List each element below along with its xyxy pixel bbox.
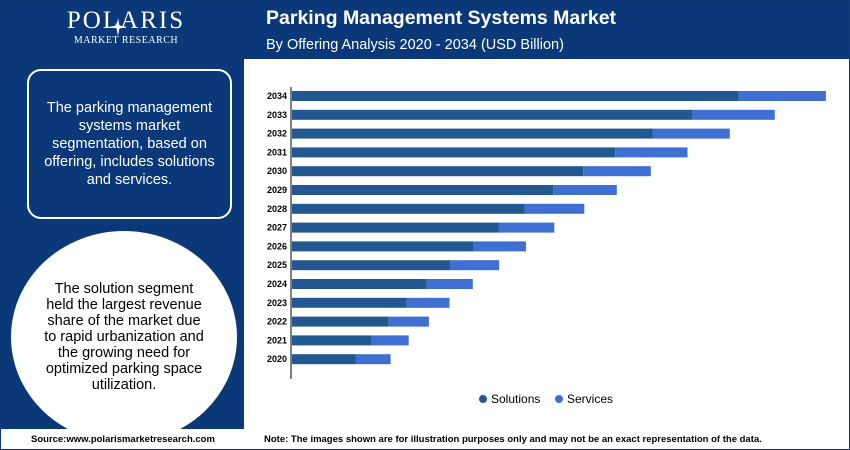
y-tick-label: 2026: [267, 241, 287, 251]
bar-services-2026: [473, 241, 526, 252]
bar-solutions-2022: [292, 316, 389, 327]
bar-services-2024: [426, 279, 473, 289]
bar-solutions-2020: [292, 354, 356, 365]
footer: Source:www.polarismarketresearch.com Not…: [1, 429, 849, 449]
legend-marker-services: [555, 395, 563, 403]
bar-solutions-2021: [292, 335, 371, 346]
bar-solutions-2023: [292, 297, 407, 308]
brand-name: POLARIS: [66, 7, 186, 34]
y-tick-label: 2025: [267, 260, 287, 270]
bar-solutions-2025: [292, 260, 450, 271]
bar-services-2031: [615, 147, 688, 158]
bar-solutions-2031: [292, 147, 616, 158]
chart-subtitle: By Offering Analysis 2020 - 2034 (USD Bi…: [266, 37, 564, 53]
segmentation-info-text: The parking management systems market se…: [44, 100, 215, 188]
y-tick-label: 2020: [267, 354, 287, 364]
y-tick-label: 2034: [267, 91, 287, 101]
bar-services-2025: [450, 260, 500, 271]
star-icon: [109, 18, 127, 36]
highlight-text: The solution segment held the largest re…: [44, 281, 204, 393]
source-text: Source:www.polarismarketresearch.com: [31, 434, 215, 445]
bar-services-2030: [583, 166, 651, 177]
bar-solutions-2029: [292, 185, 554, 195]
sidebar-panel: POLARIS MARKET RESEARCH The parking mana…: [1, 1, 244, 443]
chart-legend: Solutions Services: [479, 392, 613, 406]
bar-services-2021: [371, 335, 409, 346]
bar-services-2034: [738, 91, 826, 101]
y-tick-label: 2030: [267, 166, 287, 176]
brand-subtitle: MARKET RESEARCH: [73, 35, 179, 46]
bar-chart: 2034 2033 2032 2031 2030 2029 2028 2027 2026 2025…: [267, 87, 826, 406]
y-tick-labels: 2034 2033 2032 2031 2030 2029 2028 2027 2026 2025…: [267, 91, 287, 364]
bar-group: [292, 91, 826, 365]
bar-solutions-2034: [292, 91, 739, 101]
highlight-circle: The solution segment held the largest re…: [11, 231, 237, 443]
bar-services-2022: [388, 316, 429, 327]
y-tick-label: 2028: [267, 204, 287, 214]
bar-services-2027: [498, 222, 555, 233]
y-tick-label: 2033: [267, 110, 287, 120]
bar-services-2020: [355, 354, 391, 365]
bar-solutions-2030: [292, 166, 584, 177]
bar-services-2029: [553, 185, 617, 195]
y-tick-label: 2029: [267, 185, 287, 195]
bar-services-2028: [524, 203, 585, 214]
y-tick-label: 2021: [267, 335, 287, 345]
y-tick-label: 2032: [267, 129, 287, 139]
y-tick-label: 2031: [267, 147, 287, 157]
bar-solutions-2026: [292, 241, 474, 252]
bar-services-2033: [692, 109, 775, 120]
bar-solutions-2027: [292, 222, 499, 233]
segmentation-info-box: The parking management systems market se…: [27, 69, 232, 219]
y-tick-label: 2022: [267, 317, 287, 327]
disclaimer-note: Note: The images shown are for illustrat…: [264, 434, 762, 445]
brand-logo: POLARIS MARKET RESEARCH: [1, 7, 251, 47]
legend-marker-solutions: [479, 395, 487, 403]
y-tick-label: 2024: [267, 279, 287, 289]
bar-solutions-2032: [292, 128, 653, 139]
bar-solutions-2033: [292, 109, 693, 120]
bar-solutions-2024: [292, 279, 427, 289]
legend-label-solutions: Solutions: [491, 392, 540, 406]
y-tick-label: 2027: [267, 223, 287, 233]
bar-services-2023: [406, 297, 450, 308]
bar-solutions-2028: [292, 203, 525, 214]
legend-label-services: Services: [567, 392, 613, 406]
y-tick-label: 2023: [267, 298, 287, 308]
chart-title: Parking Management Systems Market: [266, 7, 617, 29]
bar-services-2032: [652, 128, 730, 139]
chart-header: Parking Management Systems Market By Off…: [244, 1, 849, 59]
